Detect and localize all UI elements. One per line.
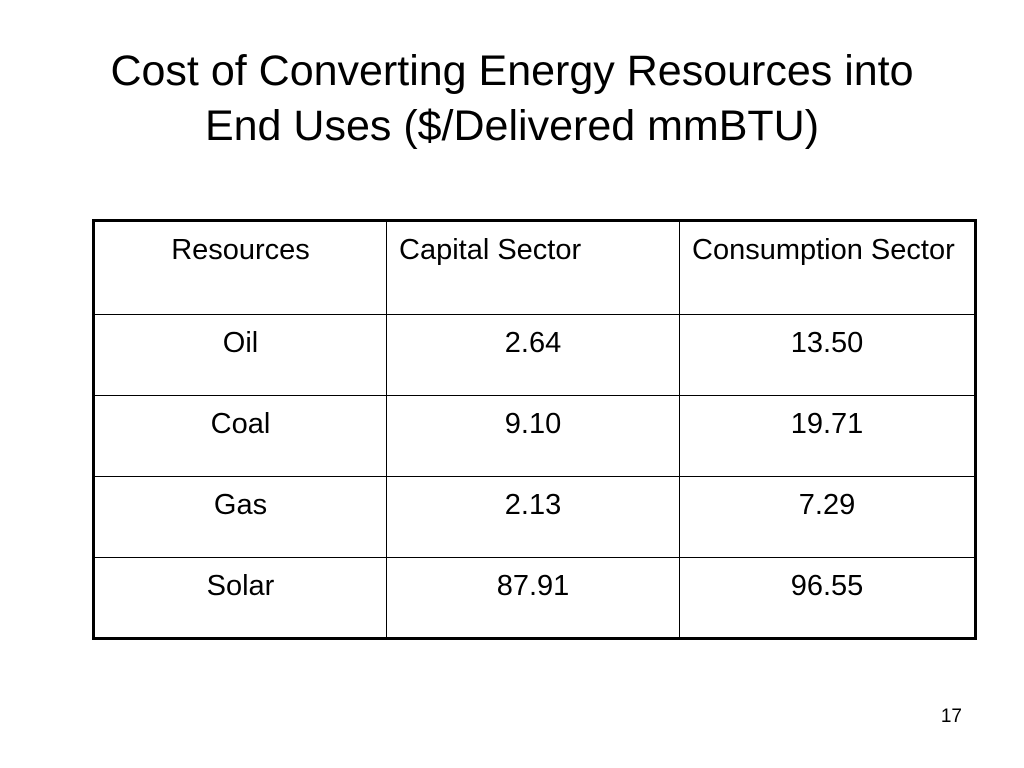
cell-resource: Oil xyxy=(93,314,387,396)
slide-title: Cost of Converting Energy Resources into… xyxy=(0,44,1024,154)
cell-capital-sector: 2.13 xyxy=(386,476,680,558)
cell-consumption-sector: 19.71 xyxy=(679,395,976,477)
header-consumption-sector: Consumption Sector xyxy=(679,220,976,315)
table-row: Coal 9.10 19.71 xyxy=(93,395,976,477)
cell-capital-sector: 9.10 xyxy=(386,395,680,477)
table-row: Solar 87.91 96.55 xyxy=(93,557,976,639)
page-number: 17 xyxy=(940,706,962,727)
table-row: Oil 2.64 13.50 xyxy=(93,314,976,396)
cell-capital-sector: 2.64 xyxy=(386,314,680,396)
energy-cost-table: Resources Capital Sector Consumption Sec… xyxy=(92,219,977,640)
header-resources: Resources xyxy=(93,220,387,315)
cell-consumption-sector: 96.55 xyxy=(679,557,976,639)
cell-resource: Solar xyxy=(93,557,387,639)
cell-consumption-sector: 7.29 xyxy=(679,476,976,558)
cell-resource: Gas xyxy=(93,476,387,558)
table-header-row: Resources Capital Sector Consumption Sec… xyxy=(93,220,976,315)
cell-consumption-sector: 13.50 xyxy=(679,314,976,396)
table-row: Gas 2.13 7.29 xyxy=(93,476,976,558)
cell-resource: Coal xyxy=(93,395,387,477)
cell-capital-sector: 87.91 xyxy=(386,557,680,639)
slide-title-line-2: End Uses ($/Delivered mmBTU) xyxy=(204,102,820,150)
header-capital-sector: Capital Sector xyxy=(386,220,680,315)
slide-title-line-1: Cost of Converting Energy Resources into xyxy=(110,47,914,95)
